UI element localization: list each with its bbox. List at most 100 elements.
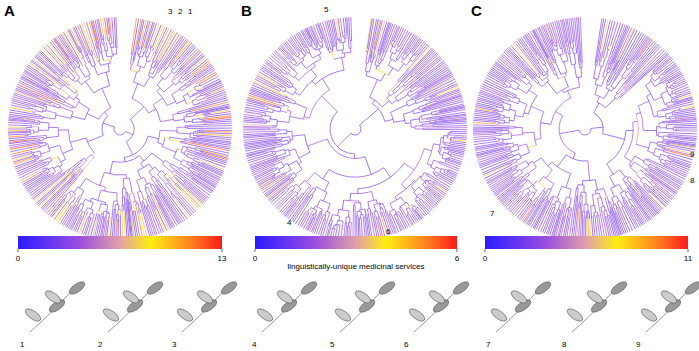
branch [85,199,93,202]
branch [28,106,30,107]
branch [174,119,184,121]
branch [154,60,157,66]
branch [439,147,441,154]
branch [39,142,42,144]
branch [373,49,375,58]
branch [69,191,71,193]
branch [189,167,190,169]
stem [30,286,76,332]
branch [62,77,70,84]
branch [87,113,99,119]
branch [400,202,407,207]
branch [409,50,435,76]
branch [416,72,418,74]
branch [41,164,49,168]
branch [412,39,421,52]
branch [193,121,202,123]
branch [38,53,61,74]
branch [172,171,174,173]
branch [380,60,381,64]
branch [164,176,167,179]
branch [199,84,200,86]
branch [66,72,68,74]
branch [434,181,436,183]
branch [173,113,178,114]
branch [195,131,197,132]
branch [91,50,93,55]
branch [136,201,137,203]
branch [38,155,39,158]
branch [64,85,65,86]
branch [112,54,116,55]
branch [99,211,101,215]
branch [162,160,165,164]
branch [411,127,415,128]
branch [172,89,180,94]
branch [423,110,432,112]
branch [422,125,433,126]
branch [413,61,444,85]
branch [82,24,91,50]
branch [107,205,108,212]
branch [390,47,392,52]
branch [163,37,183,66]
branch [439,109,466,114]
branch [419,105,427,108]
branch [421,194,422,195]
branch [151,62,153,67]
branch [414,187,419,192]
branch [415,199,416,200]
branch [189,81,190,83]
branch [87,136,103,142]
branch [101,41,103,45]
branch [125,192,127,199]
branch [73,171,75,172]
branch [98,58,100,61]
branch [60,86,62,89]
branch [440,109,441,110]
branch [406,60,410,65]
branch [451,135,466,137]
branch [50,95,57,98]
branch [142,199,145,200]
branch [404,163,414,170]
branch [182,51,200,69]
branch [196,84,197,87]
branch [81,211,82,212]
branch [69,96,74,99]
branch [196,90,198,92]
branch [166,65,170,70]
branch [50,173,53,175]
branch [406,55,408,56]
branch [151,66,154,68]
branch [393,91,395,93]
branch [195,75,198,77]
branch [152,46,154,48]
branch [88,219,89,223]
branch [395,197,397,200]
branch [203,121,205,122]
branch [149,167,155,172]
branch [428,180,430,182]
branch [391,104,408,112]
branch [439,154,442,155]
branch [161,209,171,229]
branch [148,75,153,78]
branch [44,170,46,171]
branch [83,213,84,216]
branch [80,195,82,196]
branch [368,59,370,63]
branch [421,199,424,202]
branch [447,157,448,158]
branch [402,53,405,58]
branch [90,62,92,66]
branch [59,166,63,171]
branch [417,200,419,202]
branch [33,155,35,157]
branch [202,123,204,124]
branch [34,131,39,132]
branch [93,214,94,218]
branch [60,89,69,95]
branch [25,135,28,136]
branch [208,108,230,112]
